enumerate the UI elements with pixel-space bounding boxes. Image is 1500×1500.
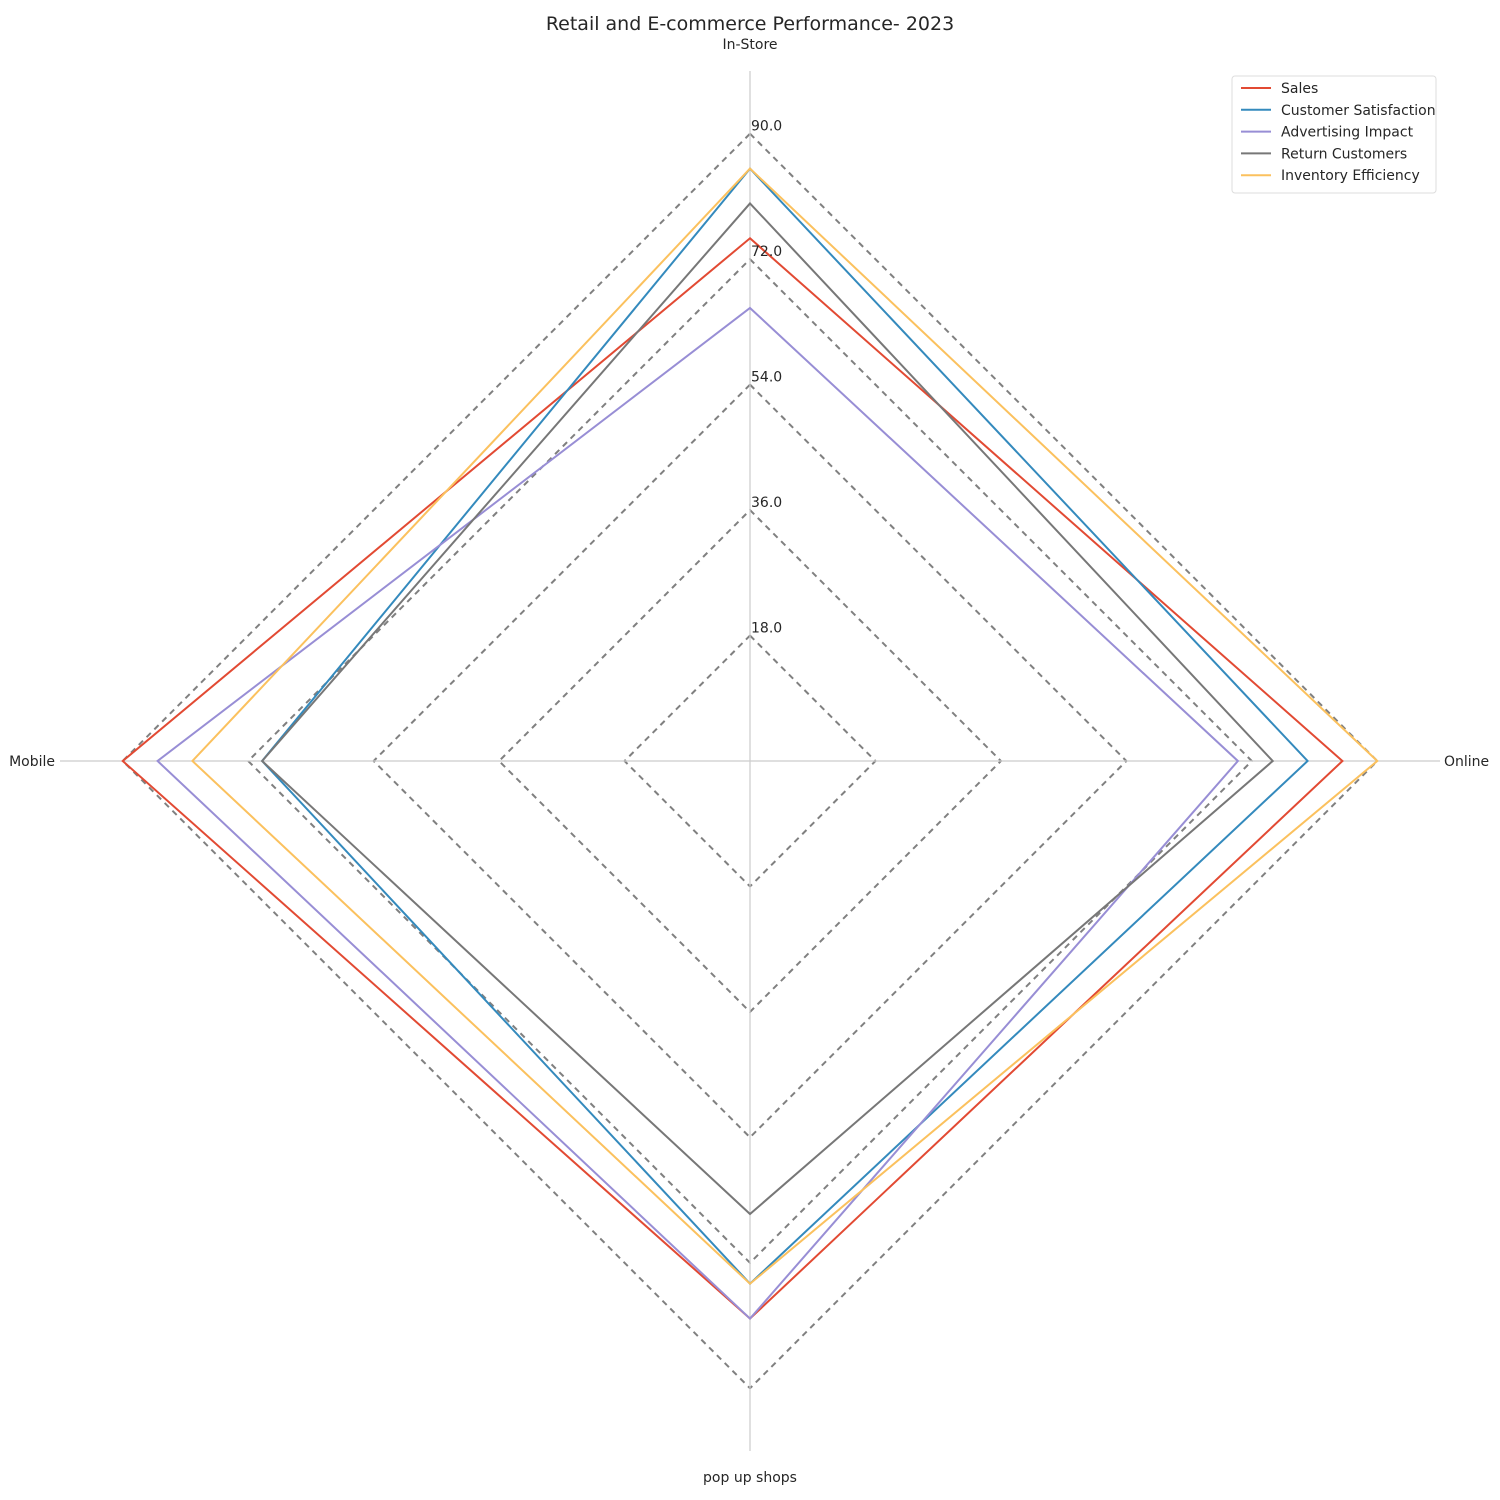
- r-tick-label: 54.0: [751, 370, 782, 386]
- r-tick-label: 36.0: [751, 495, 782, 511]
- axis-label-in-store: In-Store: [722, 37, 777, 53]
- legend-box: [1231, 75, 1437, 194]
- series-layer: [121, 167, 1379, 1321]
- legend-label-customer-satisfaction: Customer Satisfaction: [1281, 103, 1436, 119]
- grid-ring-54: [372, 383, 1128, 1139]
- series-sales: [121, 236, 1344, 1320]
- legend-label-return-customers: Return Customers: [1281, 146, 1407, 162]
- legend-label-advertising-impact: Advertising Impact: [1281, 125, 1414, 141]
- axis-label-pop-up-shops: pop up shops: [703, 1470, 797, 1486]
- series-advertising-impact: [156, 306, 1240, 1321]
- r-tick-label: 72.0: [751, 244, 782, 260]
- axis-label-mobile: Mobile: [9, 754, 55, 770]
- legend-label-sales: Sales: [1281, 81, 1318, 97]
- chart-title: Retail and E-commerce Performance- 2023: [546, 13, 954, 35]
- series-customer-satisfaction: [260, 167, 1309, 1286]
- axis-layer: In-Store Online pop up shops Mobile: [9, 37, 1489, 1486]
- axis-label-online: Online: [1444, 754, 1489, 770]
- tick-layer: 18.0 36.0 54.0 72.0 90.0: [751, 119, 782, 637]
- legend-label-inventory-efficiency: Inventory Efficiency: [1281, 168, 1420, 184]
- r-tick-label: 18.0: [751, 621, 782, 637]
- series-inventory-efficiency: [191, 167, 1379, 1286]
- r-tick-label: 90.0: [751, 119, 782, 135]
- legend: Sales Customer Satisfaction Advertising Im…: [1231, 75, 1437, 194]
- series-return-customers: [260, 201, 1275, 1216]
